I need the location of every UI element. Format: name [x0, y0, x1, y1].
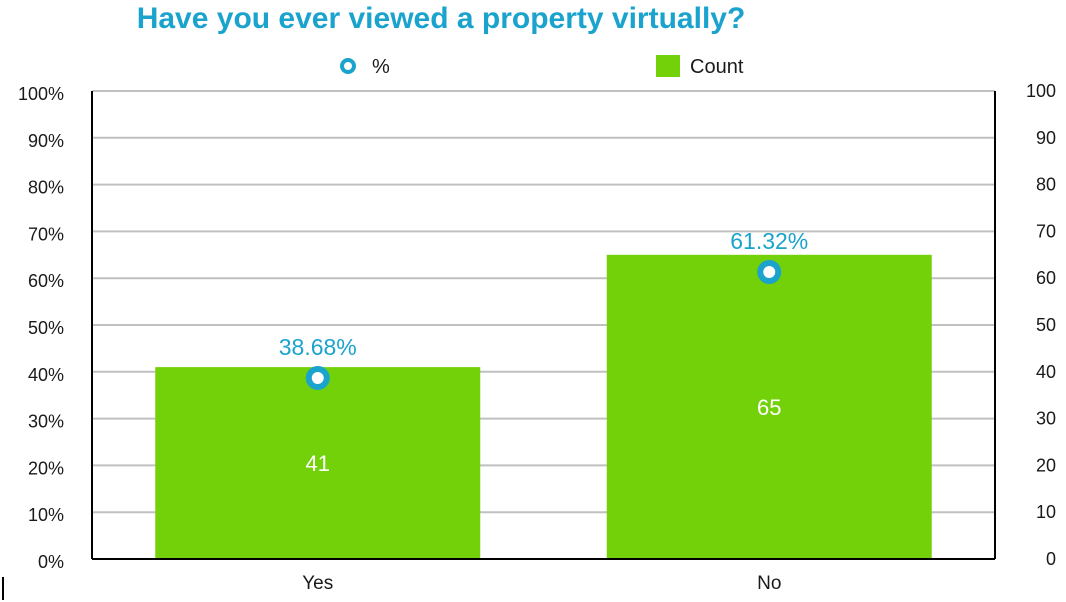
right-tick-label: 80 — [1036, 175, 1056, 195]
legend-percent-label: % — [372, 56, 390, 78]
right-axis-ticks: 0 10 20 30 40 50 60 70 80 90 100 — [1026, 81, 1056, 569]
left-tick-label: 50% — [28, 318, 64, 338]
legend-count-swatch — [656, 55, 680, 77]
left-tick-label: 80% — [28, 178, 64, 198]
chart-title: Have you ever viewed a property virtuall… — [137, 2, 746, 35]
left-tick-label: 90% — [28, 131, 64, 151]
count-label: 65 — [757, 395, 781, 420]
percent-label: 61.32% — [730, 228, 808, 254]
right-tick-label: 0 — [1046, 549, 1056, 569]
legend-count-label: Count — [690, 56, 744, 78]
left-tick-label: 60% — [28, 271, 64, 291]
legend: % Count — [340, 55, 744, 78]
left-tick-label: 40% — [28, 365, 64, 385]
left-tick-label: 20% — [28, 458, 64, 478]
legend-percent-marker — [340, 58, 356, 74]
right-tick-label: 60 — [1036, 268, 1056, 288]
percent-markers — [305, 260, 782, 390]
count-label: 41 — [306, 451, 330, 476]
right-tick-label: 20 — [1036, 455, 1056, 475]
right-tick-label: 50 — [1036, 315, 1056, 335]
category-labels: Yes No — [302, 573, 781, 594]
percent-marker — [305, 365, 330, 390]
left-tick-label: 100% — [18, 84, 64, 104]
bar-yes — [155, 367, 481, 559]
left-tick-label: 0% — [38, 552, 64, 572]
category-label: No — [757, 573, 781, 594]
category-label: Yes — [302, 573, 333, 594]
left-tick-label: 70% — [28, 224, 64, 244]
percent-label: 38.68% — [279, 334, 357, 360]
right-tick-label: 70 — [1036, 221, 1056, 241]
right-tick-label: 30 — [1036, 409, 1056, 429]
right-tick-label: 100 — [1026, 81, 1056, 101]
left-tick-label: 30% — [28, 412, 64, 432]
right-tick-label: 40 — [1036, 362, 1056, 382]
right-tick-label: 90 — [1036, 128, 1056, 148]
bars — [155, 254, 932, 560]
bar-no — [606, 254, 932, 560]
left-axis-ticks: 0% 10% 20% 30% 40% 50% 60% 70% 80% 90% 100% — [18, 84, 64, 572]
percent-labels: 38.68% 61.32% — [279, 228, 809, 360]
left-tick-label: 10% — [28, 505, 64, 525]
count-labels: 41 65 — [306, 395, 782, 476]
percent-marker — [757, 260, 782, 285]
right-tick-label: 10 — [1036, 502, 1056, 522]
